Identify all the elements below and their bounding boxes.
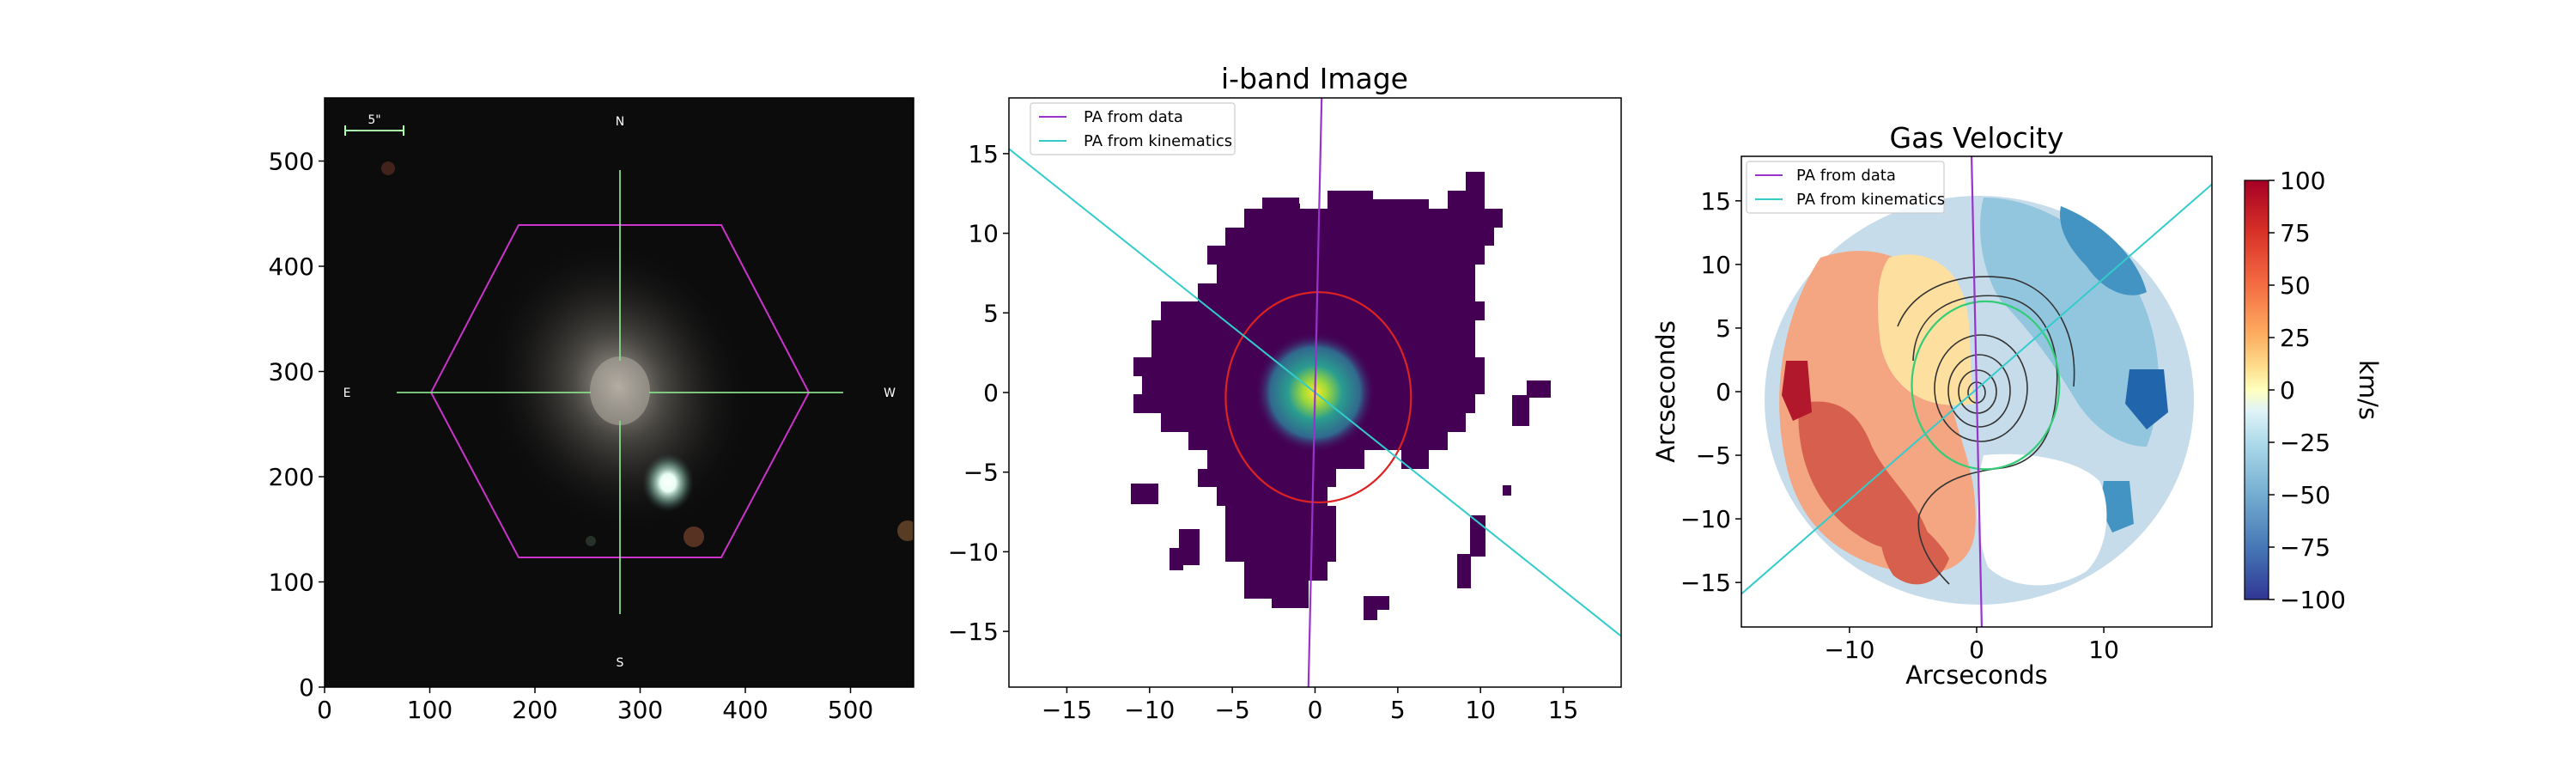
y-tick-label: 400: [269, 253, 314, 281]
legend-label: PA from data: [1084, 108, 1183, 126]
colorbar-label: km/s: [2354, 360, 2383, 420]
pa-from-data-line: [1970, 156, 1984, 627]
colorbar-tick-label: 25: [2280, 324, 2311, 352]
x-tick-label: 200: [512, 696, 557, 724]
x-tick-label: 0: [317, 696, 332, 724]
colorbar-tick-label: −75: [2280, 533, 2330, 562]
iband-map-patch: [1457, 554, 1471, 588]
x-tick-label: 10: [1465, 696, 1496, 724]
y-tick-label: 0: [983, 379, 999, 407]
x-axis-label: Arcseconds: [1905, 660, 2048, 690]
y-tick-label: 10: [968, 220, 999, 248]
iband-map-patch: [1288, 204, 1300, 214]
y-tick-label: 15: [968, 140, 999, 168]
iband-title: i-band Image: [1221, 62, 1408, 95]
x-tick-label: 300: [617, 696, 663, 724]
iband-map-patch: [1364, 596, 1389, 610]
x-tick-label: 5: [1390, 696, 1406, 724]
velocity-blueshift-strong: [2060, 206, 2147, 295]
pa-from-data-line: [1307, 98, 1323, 687]
gas-velocity-panel: Gas Velocity: [1651, 121, 2383, 690]
x-tick-label: −10: [1124, 696, 1175, 724]
iband-fit-ellipse: [1224, 291, 1413, 504]
galaxy-core: [590, 356, 650, 425]
y-tick-label: 0: [299, 673, 314, 702]
y-axis-label: Arcseconds: [1651, 320, 1680, 463]
y-tick-label: 5: [1716, 314, 1731, 343]
y-tick-label: 300: [269, 358, 314, 386]
velocity-systemic-region: [1878, 254, 1975, 405]
legend-label: PA from data: [1796, 167, 1896, 185]
background-source: [897, 520, 914, 541]
x-tick-label: 0: [1308, 696, 1323, 724]
colorbar-tick-label: −25: [2280, 429, 2330, 457]
colorbar-tick-label: −50: [2280, 481, 2330, 509]
colorbar-tick-label: −100: [2280, 586, 2346, 614]
colorbar-tick-label: 50: [2280, 271, 2311, 300]
y-tick-label: 100: [269, 569, 314, 597]
y-tick-label: −5: [1696, 441, 1731, 470]
velocity-redshift-strong: [1782, 361, 1812, 421]
colorbar: [2244, 180, 2269, 600]
y-tick-label: 10: [1700, 251, 1731, 279]
x-tick-label: 10: [2088, 636, 2119, 664]
background-source: [381, 161, 395, 175]
iband-panel: i-band Image PA from data PA f: [948, 62, 1622, 724]
x-tick-label: 0: [1969, 636, 1984, 664]
velocity-blueshift-strong: [2099, 481, 2134, 533]
colorbar-tick-label: 75: [2280, 219, 2311, 247]
velocity-blueshift-region: [1980, 198, 2159, 447]
y-tick-label: 0: [1716, 378, 1731, 406]
velocity-blueshift-strong: [2125, 369, 2168, 429]
iband-map-patch: [1503, 485, 1511, 496]
x-tick-label: −5: [1215, 696, 1250, 724]
colorbar-tick-label: 100: [2280, 167, 2325, 195]
y-tick-label: −5: [963, 459, 999, 487]
iband-map-patch: [1512, 395, 1529, 426]
y-tick-label: 200: [269, 463, 314, 491]
velocity-fit-ellipse: [1911, 300, 2061, 471]
gas-velocity-title: Gas Velocity: [1890, 121, 2064, 155]
iband-map-patch: [1527, 380, 1551, 398]
x-tick-label: 100: [407, 696, 453, 724]
velocity-map-gap: [1978, 453, 2107, 586]
foreground-star: [642, 453, 694, 512]
y-tick-label: 500: [269, 148, 314, 176]
x-tick-label: 400: [722, 696, 768, 724]
x-tick-label: 500: [828, 696, 873, 724]
optical-image-frame: [324, 97, 914, 688]
compass-south: S: [617, 656, 624, 670]
optical-image-panel: 5" N S E W 0 100 200 300 400 500 0 100 200 300 400…: [269, 97, 914, 724]
y-tick-label: 15: [1700, 187, 1731, 216]
iband-legend: PA from data PA from kinematics: [1030, 102, 1236, 155]
iband-map-patch: [1364, 610, 1377, 620]
x-tick-label: −10: [1824, 636, 1874, 664]
compass-east: E: [343, 386, 351, 400]
y-tick-label: −15: [1680, 569, 1731, 597]
iband-map-patch: [1170, 548, 1183, 570]
y-tick-label: −10: [948, 538, 999, 566]
y-tick-label: 5: [983, 299, 999, 327]
gas-velocity-legend: PA from data PA from kinematics: [1746, 161, 1945, 214]
x-tick-label: 15: [1548, 696, 1579, 724]
legend-label: PA from kinematics: [1796, 191, 1945, 209]
compass-west: W: [884, 386, 896, 400]
legend-label: PA from kinematics: [1084, 132, 1232, 150]
y-tick-label: −10: [1680, 505, 1731, 533]
compass-north: N: [616, 115, 624, 129]
iband-map-patch: [1131, 484, 1158, 504]
scale-bar-label: 5": [368, 113, 380, 127]
colorbar-tick-label: 0: [2280, 376, 2295, 405]
x-tick-label: −15: [1042, 696, 1092, 724]
y-tick-label: −15: [948, 618, 999, 646]
background-source: [586, 536, 596, 546]
background-source: [683, 526, 704, 547]
